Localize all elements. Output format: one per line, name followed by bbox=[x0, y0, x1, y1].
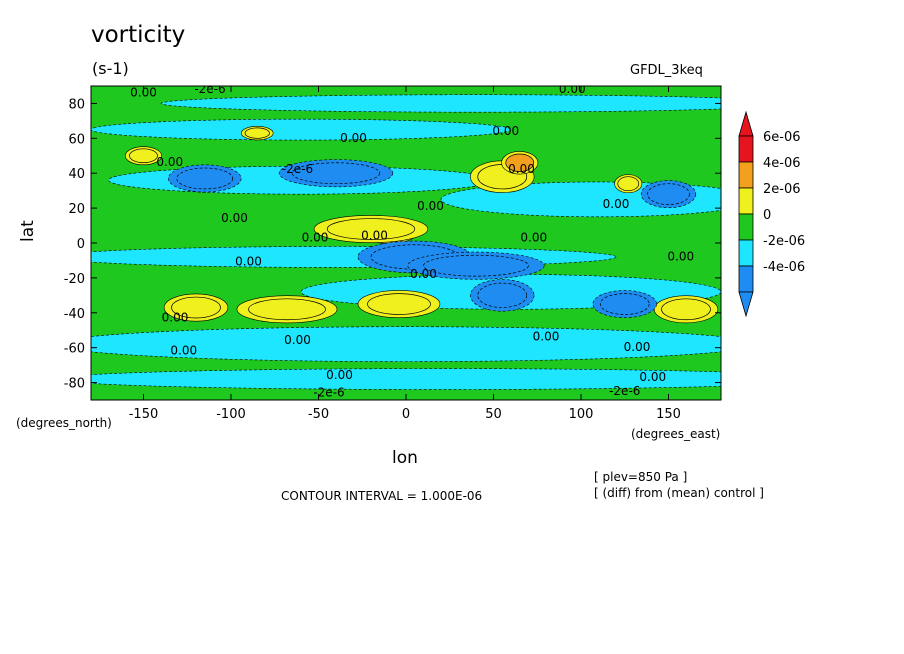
contour-label-20: 0.00 bbox=[639, 370, 666, 384]
contour-feature-5 bbox=[505, 153, 535, 172]
contour-label-11: 0.00 bbox=[235, 255, 262, 269]
contour-band-0 bbox=[91, 118, 512, 141]
dataset-label: GFDL_3keq bbox=[630, 63, 703, 78]
contour-feature-7 bbox=[176, 167, 234, 190]
colorbar-swatch-0 bbox=[738, 135, 754, 163]
contour-label-5: 0.00 bbox=[156, 155, 183, 169]
annotation-diff: [ (diff) from (mean) control ] bbox=[594, 486, 764, 500]
contour-feature-11 bbox=[661, 298, 711, 321]
contour-feature-9 bbox=[367, 293, 431, 315]
contour-feature-8 bbox=[248, 298, 326, 321]
contour-label-19: 0.00 bbox=[326, 368, 353, 382]
x-tick-label-1: -100 bbox=[216, 407, 246, 422]
axes: -150 -100 -50 0 50 100 150 80 60 40 20 0 -20 -40 -60 -8… bbox=[64, 86, 721, 422]
contour-label-12: 0.00 bbox=[410, 267, 437, 281]
contour-feature-1 bbox=[326, 218, 416, 240]
contour-label-0: 0.00 bbox=[130, 85, 157, 99]
x-tick-label-6: 150 bbox=[656, 407, 681, 422]
y-tick-label-0: 80 bbox=[68, 97, 85, 112]
colorbar-swatch-3 bbox=[738, 213, 754, 241]
chart-title: vorticity bbox=[91, 22, 186, 48]
contour-label-17: 0.00 bbox=[533, 330, 560, 344]
contour-labels: 0.00 -2e-6 0.000.00 0.000.00 -2e-60.000.000.… bbox=[130, 82, 694, 400]
x-tick-label-3: 0 bbox=[402, 407, 410, 422]
contour-label-6: -2e-6 bbox=[282, 162, 313, 176]
vorticity-field bbox=[91, 86, 721, 400]
colorbar-top-arrow bbox=[738, 110, 754, 137]
contour-band-7 bbox=[160, 94, 721, 113]
contour-label-23: 0.00 bbox=[508, 162, 535, 176]
colorbar-label-0: 6e-06 bbox=[763, 130, 801, 145]
contour-label-24: 0.00 bbox=[361, 229, 388, 243]
contour-band-6 bbox=[91, 368, 721, 390]
contour-label-16: 0.00 bbox=[284, 333, 311, 347]
contour-label-4: 0.00 bbox=[492, 124, 519, 138]
contour-label-3: 0.00 bbox=[340, 131, 367, 145]
contour-label-13: 0.00 bbox=[667, 249, 694, 263]
contour-label-15: 0.00 bbox=[170, 344, 197, 358]
colorbar-label-4: -2e-06 bbox=[763, 234, 805, 249]
x-tick-label-5: 100 bbox=[569, 407, 594, 422]
annotation-plev: [ plev=850 Pa ] bbox=[594, 470, 688, 484]
contour-feature-13 bbox=[599, 293, 650, 315]
contour-band-5 bbox=[91, 326, 721, 362]
contour-label-18: 0.00 bbox=[624, 340, 651, 354]
x-tick-label-2: -50 bbox=[308, 407, 329, 422]
contour-label-1: -2e-6 bbox=[194, 82, 225, 96]
contour-feature-14 bbox=[647, 183, 690, 205]
y-tick-label-1: 60 bbox=[68, 132, 85, 147]
colorbar-label-3: 0 bbox=[763, 208, 771, 223]
contour-label-9: 0.00 bbox=[302, 230, 329, 244]
colorbar-bottom-arrow bbox=[738, 291, 754, 318]
y-tick-label-4: 0 bbox=[77, 237, 85, 252]
contour-label-25: 0.00 bbox=[603, 197, 630, 211]
chart-units: (s-1) bbox=[92, 59, 129, 78]
colorbar-label-2: 2e-06 bbox=[763, 182, 801, 197]
contour-label-8: 0.00 bbox=[221, 211, 248, 225]
y-tick-label-2: 40 bbox=[68, 167, 85, 182]
x-tick-label-4: 50 bbox=[485, 407, 502, 422]
contour-feature-16 bbox=[129, 148, 158, 164]
colorbar-swatch-4 bbox=[738, 239, 754, 267]
contour-feature-6 bbox=[291, 162, 381, 185]
x-tick-label-0: -150 bbox=[129, 407, 159, 422]
contour-label-22: -2e-6 bbox=[609, 384, 640, 398]
x-axis-label: lon bbox=[392, 448, 418, 468]
contour-interval: CONTOUR INTERVAL = 1.000E-06 bbox=[281, 489, 483, 503]
colorbar-label-1: 4e-06 bbox=[763, 156, 801, 171]
colorbar-label-5: -4e-06 bbox=[763, 260, 805, 275]
y-tick-label-8: -80 bbox=[64, 377, 85, 392]
contour-feature-3 bbox=[423, 254, 529, 277]
colorbar-swatch-2 bbox=[738, 187, 754, 215]
contour-label-7: 0.00 bbox=[417, 199, 444, 213]
contour-label-14: 0.00 bbox=[162, 311, 189, 325]
y-tick-label-3: 20 bbox=[68, 202, 85, 217]
contour-label-2: 0.00 bbox=[559, 82, 586, 96]
colorbar-swatch-1 bbox=[738, 161, 754, 189]
contour-label-10: 0.00 bbox=[520, 230, 547, 244]
y-axis-units: (degrees_north) bbox=[16, 416, 112, 430]
colorbar-swatch-5 bbox=[738, 265, 754, 293]
y-tick-label-5: -20 bbox=[64, 272, 85, 287]
contour-label-21: -2e-6 bbox=[313, 386, 344, 400]
y-tick-label-7: -60 bbox=[64, 342, 85, 357]
colorbar: 6e-06 4e-06 2e-06 0 -2e-06 -4e-06 bbox=[738, 110, 805, 318]
contour-feature-10 bbox=[171, 296, 221, 319]
contour-feature-15 bbox=[617, 176, 640, 192]
contour-feature-12 bbox=[477, 282, 528, 308]
y-tick-label-6: -40 bbox=[64, 307, 85, 322]
contour-feature-17 bbox=[244, 127, 270, 139]
x-axis-units: (degrees_east) bbox=[631, 427, 721, 441]
